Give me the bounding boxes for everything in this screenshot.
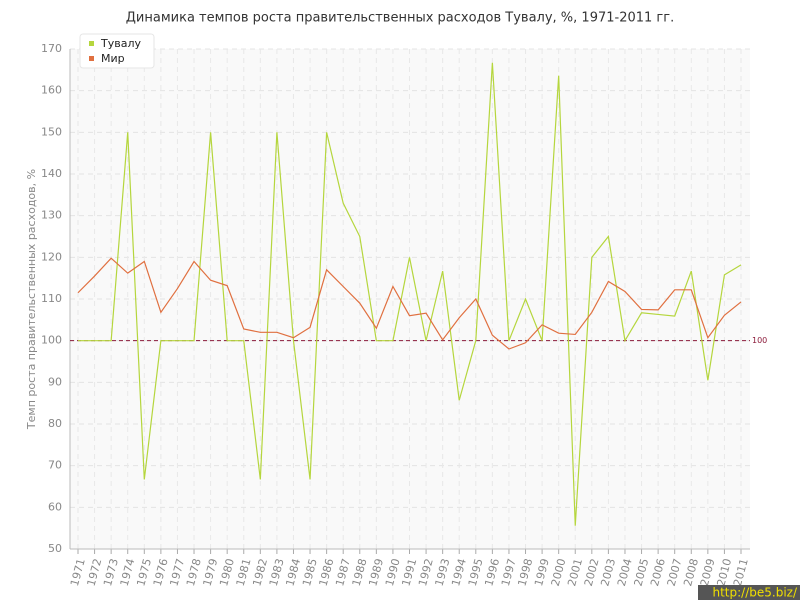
chart-title: Динамика темпов роста правительственных … bbox=[126, 11, 674, 26]
legend-label: Тувалу bbox=[100, 37, 141, 50]
y-tick-label: 140 bbox=[41, 167, 62, 180]
legend: Тувалу Мир bbox=[79, 33, 155, 69]
y-tick-label: 120 bbox=[41, 250, 62, 263]
y-tick-label: 80 bbox=[48, 417, 62, 430]
series-line bbox=[77, 257, 742, 350]
y-tick-label: 60 bbox=[48, 500, 62, 513]
y-tick-label: 150 bbox=[41, 125, 62, 138]
reference-label: 100 bbox=[752, 336, 767, 345]
y-tick-label: 90 bbox=[48, 375, 62, 388]
y-tick-label: 110 bbox=[41, 292, 62, 305]
series-line bbox=[78, 62, 742, 526]
y-tick-label: 160 bbox=[41, 84, 62, 97]
legend-swatch bbox=[89, 41, 94, 46]
legend-swatch bbox=[89, 56, 94, 61]
legend-box bbox=[79, 33, 155, 69]
y-tick-label: 70 bbox=[48, 459, 62, 472]
watermark: http://be5.biz/ bbox=[712, 586, 797, 600]
legend-label: Мир bbox=[101, 52, 125, 65]
y-tick-label: 100 bbox=[41, 334, 62, 347]
watermark-bg bbox=[698, 585, 800, 600]
y-tick-label: 170 bbox=[41, 42, 62, 55]
y-tick-label: 130 bbox=[41, 209, 62, 222]
y-axis-label: Темп роста правительственных расходов, % bbox=[25, 169, 38, 430]
x-tick-label: 2011 bbox=[731, 557, 751, 587]
y-tick-label: 50 bbox=[48, 542, 62, 555]
